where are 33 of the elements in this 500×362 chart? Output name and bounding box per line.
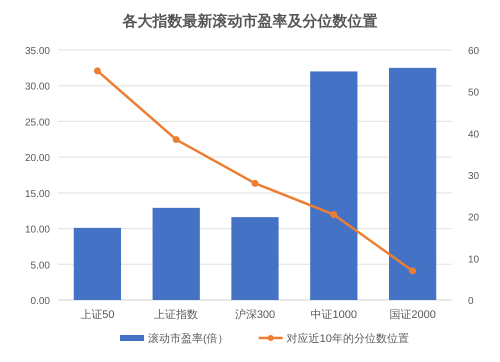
bar [74, 228, 122, 300]
y-tick-label: 20.00 [24, 153, 50, 164]
y2-tick-label: 50 [468, 88, 480, 99]
x-tick-label: 上证50 [80, 308, 115, 321]
y2-tick-label: 60 [468, 46, 480, 57]
x-tick-label: 国证2000 [389, 309, 436, 321]
y2-tick-label: 20 [468, 212, 480, 224]
bar [152, 208, 200, 300]
x-tick-label: 上证指数 [154, 308, 198, 321]
y-tick-label: 5.00 [30, 260, 50, 272]
y-tick-label: 30.00 [24, 82, 50, 93]
bar [310, 71, 358, 300]
x-tick-label: 沪深300 [234, 308, 276, 321]
y-tick-label: 15.00 [24, 188, 50, 200]
legend-label: 滚动市盈率(倍） [148, 332, 229, 345]
x-tick-label: 中证1000 [310, 308, 358, 321]
y-tick-label: 25.00 [24, 117, 50, 128]
bar [388, 68, 436, 300]
y2-tick-label: 30 [468, 171, 480, 182]
point [409, 267, 416, 274]
point [330, 211, 338, 218]
y-tick-label: 0.00 [30, 296, 50, 307]
chart-title: 各大指数最新滚动市盈率及分位数位置 [122, 12, 378, 30]
point [94, 67, 101, 74]
bar [231, 217, 279, 300]
y2-tick-label: 0 [468, 296, 474, 307]
y2-tick-label: 40 [468, 129, 480, 140]
point [172, 136, 180, 144]
y2-tick-label: 10 [468, 254, 480, 266]
y-tick-label: 10.00 [24, 224, 50, 236]
point [252, 180, 258, 187]
y-tick-label: 35.00 [24, 46, 50, 57]
legend-label: 对应近10年的分位数位置 [286, 332, 409, 345]
